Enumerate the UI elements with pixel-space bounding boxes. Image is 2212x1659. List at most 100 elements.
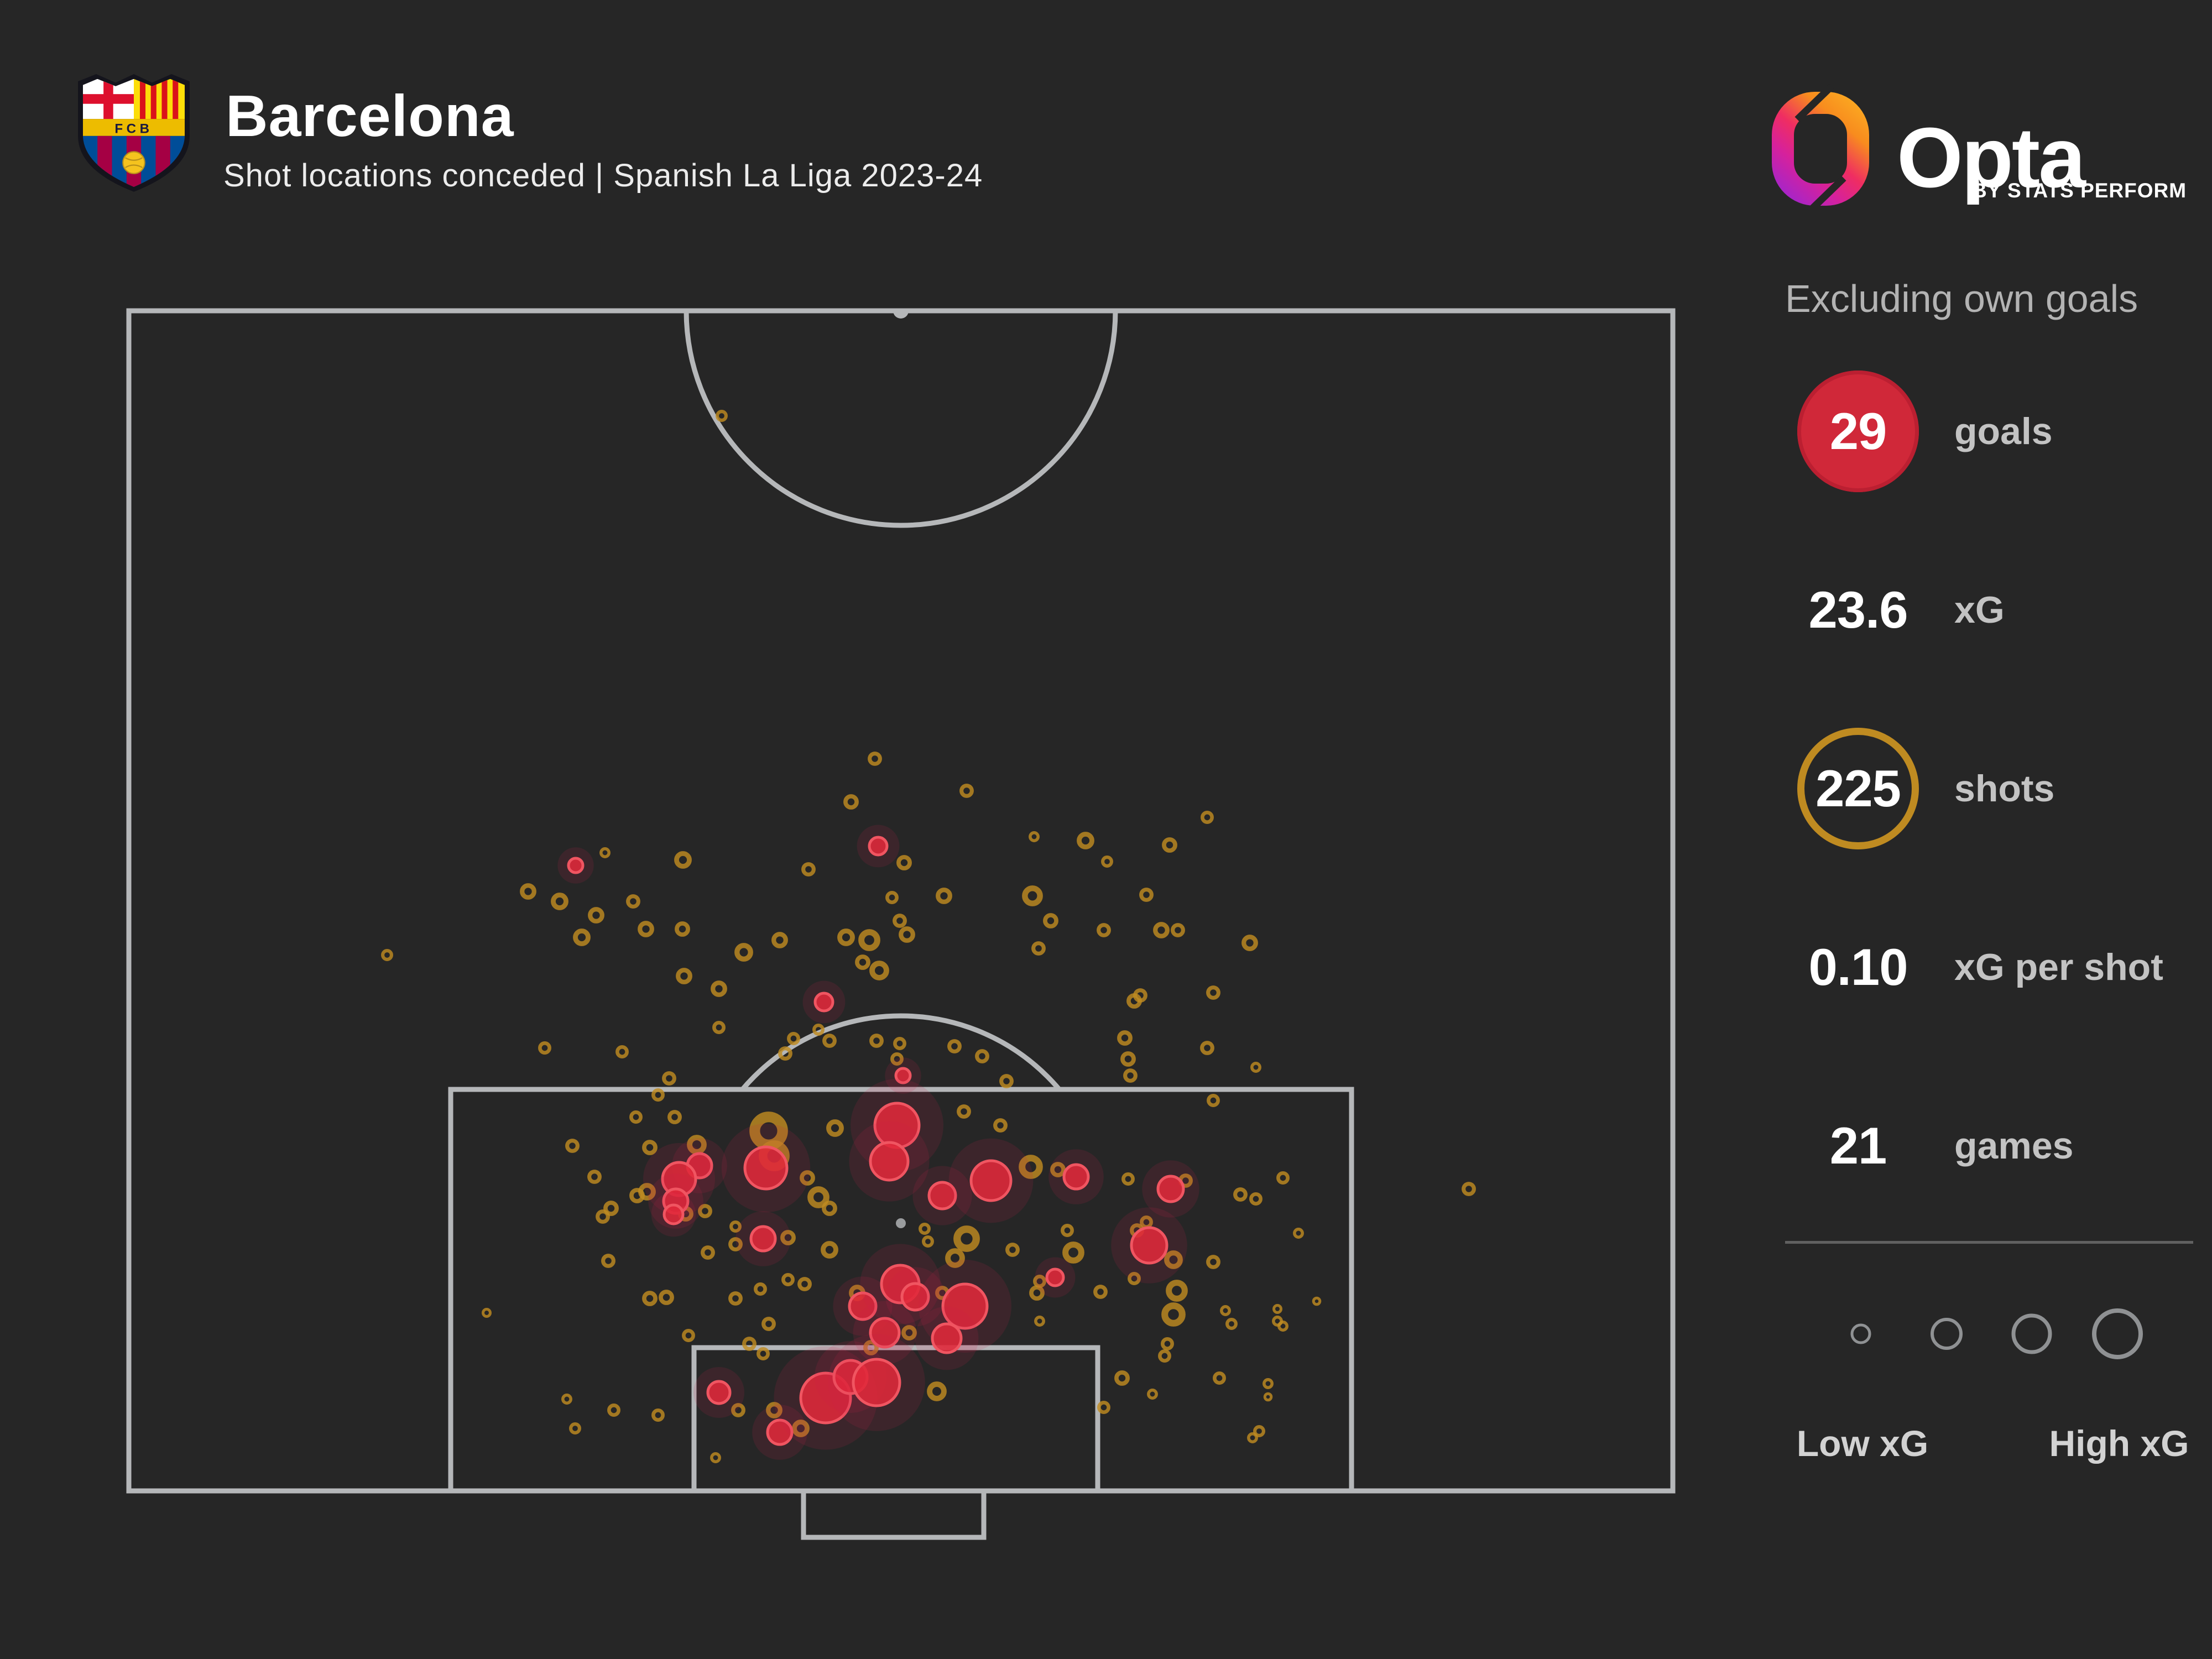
goal-marker <box>894 1067 912 1084</box>
goal-marker <box>813 992 834 1013</box>
shot-marker <box>716 410 728 422</box>
goal-marker <box>941 1282 989 1330</box>
legend-high-label: High xG <box>2049 1423 2189 1464</box>
shot-marker <box>482 1308 492 1318</box>
shot-marker <box>538 1041 551 1055</box>
shot-marker <box>1005 1243 1020 1257</box>
shot-marker <box>766 1402 782 1418</box>
shot-marker <box>959 784 974 798</box>
shot-marker <box>807 1186 830 1208</box>
shot-marker <box>1253 1425 1265 1437</box>
shot-marker <box>698 1204 712 1218</box>
goal-marker <box>1062 1163 1090 1191</box>
shot-marker <box>936 888 952 904</box>
shot-marker <box>778 1046 792 1061</box>
shot-marker <box>1206 1255 1220 1269</box>
shot-marker <box>1262 1378 1274 1389</box>
shot-marker <box>821 1241 838 1259</box>
shot-marker <box>822 1034 837 1048</box>
shot-marker <box>701 1245 715 1260</box>
shot-marker <box>757 1347 770 1360</box>
shot-marker <box>381 949 393 961</box>
goal-marker <box>868 836 889 857</box>
shot-marker <box>1019 1155 1043 1179</box>
shot-marker <box>781 1273 795 1286</box>
stat-value-box-games: 21 <box>1797 1085 1919 1207</box>
shot-marker <box>899 926 915 943</box>
shot-marker <box>893 1037 906 1050</box>
shot-marker <box>1161 1337 1174 1350</box>
shot-marker <box>1153 922 1170 938</box>
shot-marker <box>651 1088 665 1102</box>
stat-value-xg-per-shot: 0.10 <box>1808 938 1908 996</box>
stat-value-box-xg: 23.6 <box>1797 549 1919 671</box>
legend-size-circle <box>2092 1308 2143 1359</box>
penalty-arc <box>739 1013 1063 1089</box>
shot-marker <box>1029 831 1040 842</box>
shot-marker <box>551 893 568 910</box>
shot-marker <box>569 1422 581 1434</box>
opta-logo-text: Opta <box>1897 110 2086 205</box>
shot-marker <box>947 1039 962 1053</box>
shot-marker <box>711 980 727 997</box>
stat-badge-goals: 29 <box>1797 371 1919 492</box>
shot-marker <box>573 928 591 946</box>
shot-marker <box>1126 993 1142 1009</box>
shot-marker <box>676 968 692 984</box>
shot-marker <box>607 1404 620 1417</box>
shot-marker <box>922 1235 934 1248</box>
shot-marker <box>603 1201 619 1216</box>
shot-marker <box>561 1394 572 1405</box>
legend-size-circle <box>1850 1323 1871 1344</box>
goal-frame <box>801 1488 987 1540</box>
shot-marker <box>599 847 611 858</box>
shot-marker <box>520 883 536 900</box>
goal-marker <box>931 1322 963 1354</box>
shot-marker <box>1220 1305 1231 1316</box>
stat-value-box-xg-per-shot: 0.10 <box>1797 906 1919 1028</box>
goal-marker <box>969 1159 1013 1202</box>
stat-row-goals: 29 goals <box>1797 371 2053 492</box>
shot-marker <box>1097 923 1111 937</box>
shot-marker <box>615 1045 629 1058</box>
shot-marker <box>999 1074 1014 1088</box>
shot-marker <box>1171 923 1185 937</box>
shot-marker <box>843 794 859 810</box>
shot-marker <box>1114 1370 1130 1386</box>
stat-row-xg: 23.6 xG <box>1797 549 2005 671</box>
shot-marker <box>893 914 907 928</box>
penalty-spot <box>896 1218 906 1228</box>
centre-mark <box>893 311 909 319</box>
shot-marker <box>858 929 880 951</box>
shot-marker <box>1022 885 1043 906</box>
shot-marker <box>957 1104 971 1119</box>
shot-marker <box>651 1408 665 1422</box>
stat-value-shots: 225 <box>1815 759 1901 817</box>
shot-marker <box>1263 1392 1273 1402</box>
shot-marker <box>1166 1280 1188 1302</box>
shot-marker <box>1128 1272 1141 1285</box>
stat-badge-shots: 225 <box>1797 728 1919 849</box>
shot-marker <box>1050 1162 1066 1177</box>
stat-label-shots: shots <box>1954 768 2055 810</box>
goal-marker <box>1045 1267 1065 1287</box>
goal-marker <box>662 1203 685 1225</box>
shot-marker <box>710 1452 721 1463</box>
stats-note: Excluding own goals <box>1785 277 2138 320</box>
shot-marker <box>731 1403 745 1417</box>
goal-marker <box>869 1317 901 1349</box>
stat-row-games: 21 games <box>1797 1085 2074 1207</box>
shot-marker <box>1101 855 1113 868</box>
shot-marker <box>1121 1172 1135 1186</box>
shot-marker <box>869 961 889 980</box>
shot-marker <box>588 907 604 924</box>
shot-marker <box>869 1034 884 1048</box>
shot-marker <box>837 928 855 946</box>
shot-marker <box>1241 935 1258 951</box>
shot-marker <box>896 855 912 870</box>
shot-marker <box>728 1291 743 1306</box>
shot-marker <box>885 891 899 904</box>
shot-marker <box>1462 1182 1476 1196</box>
shot-marker <box>1062 1241 1084 1264</box>
